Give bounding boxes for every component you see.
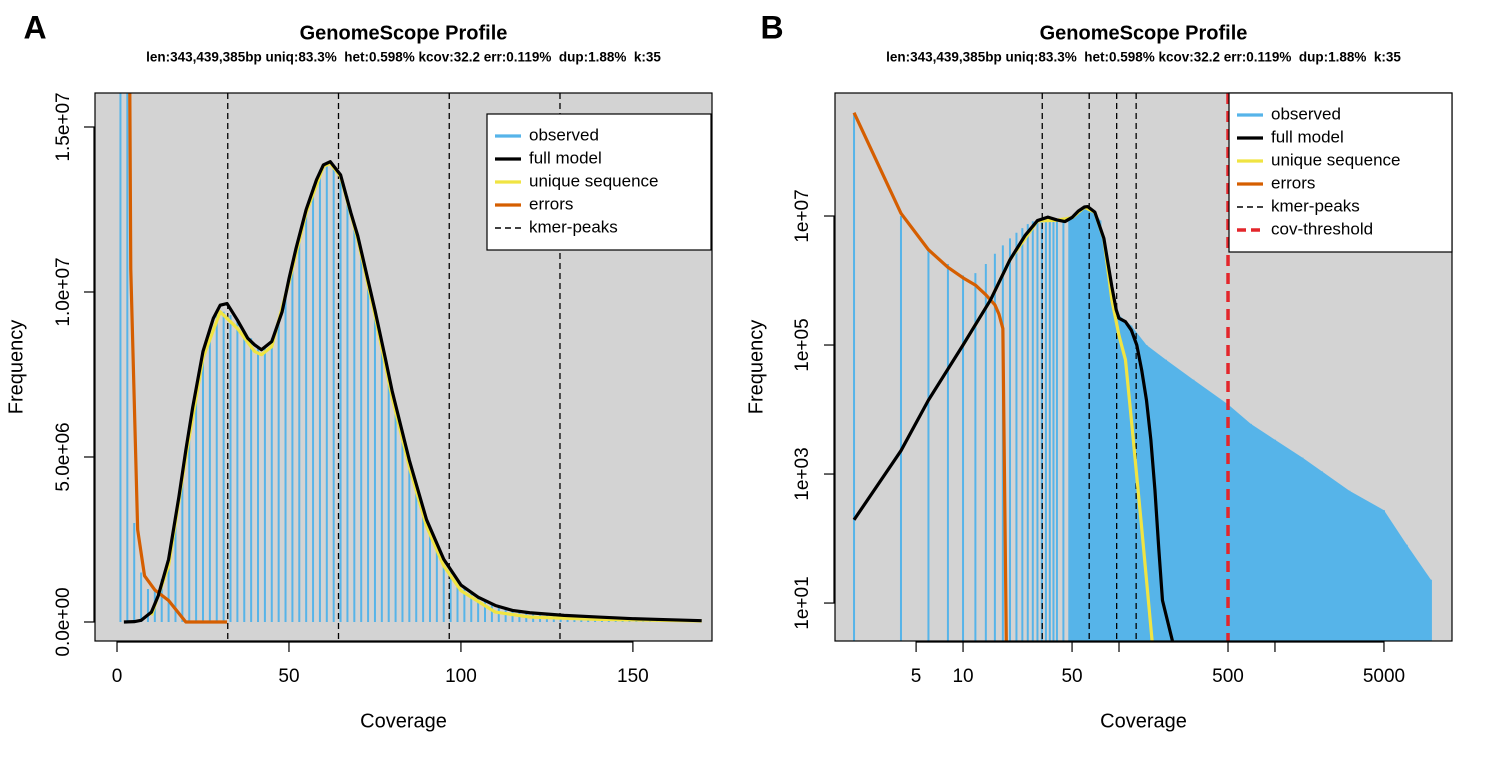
plot-area [852, 93, 1432, 641]
y-axis-label: Frequency [745, 320, 767, 415]
legend-label: unique sequence [529, 171, 659, 190]
series-line [123, 160, 702, 624]
y-tick-label: 1.5e+07 [53, 92, 74, 161]
panel: A GenomeScope Profile len:343,439,385bp un… [5, 9, 713, 732]
x-tick-label: 50 [1061, 666, 1082, 687]
y-tick-label: 1e+01 [792, 576, 813, 629]
y-tick-label: 1.0e+07 [53, 257, 74, 326]
y-tick-label: 1e+05 [792, 318, 813, 371]
y-tick-label: 5.0e+06 [53, 422, 74, 491]
x-tick-label: 150 [617, 666, 649, 687]
x-tick-label: 500 [1212, 666, 1244, 687]
x-axis-label: Coverage [1100, 710, 1187, 732]
observed-area [1103, 240, 1109, 641]
observed-area [1088, 207, 1095, 641]
legend-label: errors [1271, 173, 1315, 192]
x-tick-label: 100 [445, 666, 477, 687]
series-line [128, 93, 228, 624]
observed-area [1079, 206, 1085, 641]
observed-area [1383, 510, 1407, 641]
observed-area [1193, 379, 1229, 641]
x-axis-label: Coverage [360, 710, 447, 732]
observed-area [1119, 315, 1126, 641]
observed-area [1084, 206, 1089, 641]
observed-area [1302, 457, 1322, 641]
observed-area [1074, 208, 1080, 641]
observed-area [1321, 471, 1350, 641]
observed-area [1349, 490, 1384, 641]
chart-title: GenomeScope Profile [300, 22, 508, 44]
observed-area [1274, 439, 1303, 641]
legend-label: observed [529, 125, 599, 144]
legend-label: full model [529, 148, 602, 167]
x-tick-label: 10 [952, 666, 973, 687]
observed-area [1069, 213, 1075, 641]
plot-frame [94, 92, 713, 642]
legend-label: kmer-peaks [529, 217, 618, 236]
y-tick-label: 1e+03 [792, 447, 813, 500]
y-axis-label: Frequency [5, 320, 27, 415]
legend-label: unique sequence [1271, 150, 1401, 169]
observed-area [1094, 212, 1101, 641]
plot-area [119, 93, 702, 641]
panel-letter: A [23, 9, 46, 45]
chart-subtitle: len:343,439,385bp uniq:83.3% het:0.598% … [886, 50, 1401, 65]
legend-box [1228, 92, 1453, 253]
legend-box [486, 113, 712, 251]
panel-letter: B [760, 9, 783, 45]
observed-area [1228, 404, 1251, 641]
series-line [852, 111, 1008, 641]
x-tick-label: 5000 [1363, 666, 1405, 687]
observed-area [1111, 290, 1117, 641]
x-tick-label: 50 [278, 666, 299, 687]
x-tick-label: 0 [112, 666, 123, 687]
legend-label: cov-threshold [1271, 219, 1373, 238]
plot-frame [834, 92, 1453, 642]
legend-label: errors [529, 194, 573, 213]
legend-label: full model [1271, 127, 1344, 146]
y-tick-label: 0.0e+00 [53, 587, 74, 656]
observed-area [1165, 359, 1194, 641]
chart-subtitle: len:343,439,385bp uniq:83.3% het:0.598% … [146, 50, 661, 65]
chart-title: GenomeScope Profile [1040, 22, 1248, 44]
observed-area [1406, 544, 1431, 641]
legend: observed full model unique sequence errors k… [486, 113, 712, 251]
series-line [852, 204, 1174, 641]
x-tick-label: 5 [911, 666, 922, 687]
legend-label: observed [1271, 104, 1341, 123]
legend-label: kmer-peaks [1271, 196, 1360, 215]
observed-area [1250, 423, 1275, 641]
panel: B GenomeScope Profile len:343,439,385bp un… [745, 9, 1453, 732]
y-tick-label: 1e+07 [792, 189, 813, 242]
legend: observed full model unique sequence errors k… [1228, 92, 1453, 253]
